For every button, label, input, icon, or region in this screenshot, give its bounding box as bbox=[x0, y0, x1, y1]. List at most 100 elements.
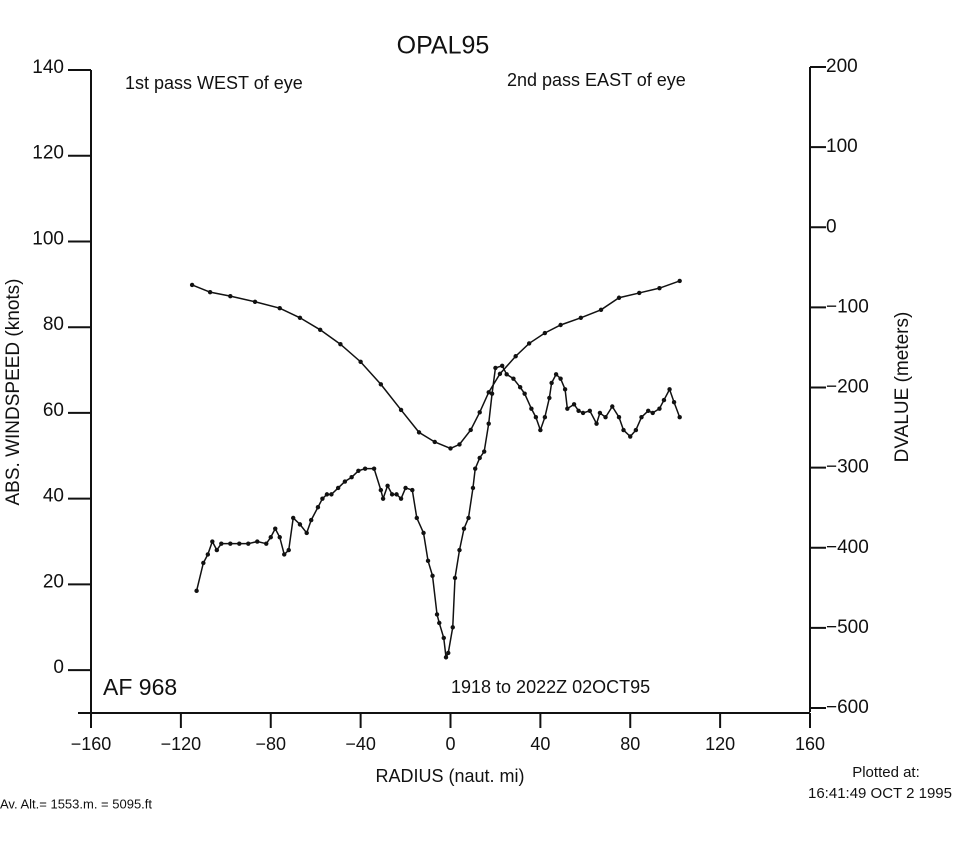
data-point bbox=[252, 299, 258, 304]
data-point bbox=[264, 541, 269, 546]
data-point bbox=[533, 415, 539, 420]
x-tick-label: 40 bbox=[530, 734, 550, 754]
x-tick-label: 80 bbox=[620, 734, 640, 754]
data-point bbox=[542, 330, 548, 336]
data-point bbox=[394, 492, 399, 497]
data-point bbox=[282, 552, 287, 557]
footer: Av. Alt.= 1553.m. = 5095.ft bbox=[0, 796, 152, 811]
chart-title: OPAL95 bbox=[397, 32, 490, 60]
data-point bbox=[517, 385, 523, 390]
data-point bbox=[650, 410, 655, 416]
data-point bbox=[457, 547, 462, 553]
y2-tick-label: 200 bbox=[826, 56, 858, 77]
data-point bbox=[448, 446, 453, 451]
data-point bbox=[228, 541, 233, 546]
data-point bbox=[329, 492, 334, 497]
data-point bbox=[677, 415, 682, 420]
x-tick-label: −160 bbox=[71, 734, 112, 754]
data-point bbox=[268, 535, 273, 540]
data-point bbox=[398, 407, 404, 413]
data-point bbox=[210, 539, 215, 544]
data-point bbox=[657, 406, 662, 411]
data-point bbox=[398, 496, 404, 501]
footer: 16:41:49 OCT 2 1995 bbox=[808, 785, 952, 802]
data-point bbox=[446, 650, 451, 656]
data-point bbox=[598, 307, 604, 312]
data-point bbox=[425, 558, 431, 564]
data-point bbox=[452, 575, 458, 581]
data-point bbox=[511, 376, 516, 381]
data-point bbox=[297, 315, 303, 320]
data-point bbox=[430, 573, 435, 579]
y-tick-label: 40 bbox=[43, 486, 64, 507]
data-point bbox=[628, 434, 633, 439]
data-point bbox=[657, 285, 662, 291]
y-tick-label: 100 bbox=[32, 228, 64, 249]
data-point bbox=[246, 541, 251, 546]
data-point bbox=[378, 487, 384, 493]
footer: Plotted at: bbox=[852, 764, 920, 781]
annotation: AF 968 bbox=[103, 674, 177, 700]
data-point bbox=[522, 391, 527, 396]
data-point bbox=[558, 376, 563, 381]
data-point bbox=[304, 530, 309, 536]
data-point bbox=[549, 380, 554, 386]
data-point bbox=[371, 466, 377, 471]
data-point bbox=[461, 526, 467, 531]
data-point bbox=[677, 278, 682, 284]
data-point bbox=[414, 515, 419, 521]
y-tick-label: 120 bbox=[32, 143, 64, 164]
data-point bbox=[542, 415, 548, 420]
annotation: 2nd pass EAST of eye bbox=[507, 70, 686, 90]
data-point bbox=[273, 526, 278, 531]
data-point bbox=[201, 560, 206, 566]
data-point bbox=[616, 295, 622, 300]
data-point bbox=[486, 421, 491, 426]
annotation: 1st pass WEST of eye bbox=[125, 73, 303, 93]
data-point bbox=[671, 400, 677, 405]
data-point bbox=[633, 427, 639, 433]
y2-tick-label: −500 bbox=[826, 617, 869, 638]
data-point bbox=[291, 515, 296, 521]
data-point bbox=[441, 635, 446, 641]
x-tick-label: 120 bbox=[705, 734, 735, 754]
y2-tick-label: −200 bbox=[826, 377, 869, 398]
data-point bbox=[324, 492, 330, 497]
y-tick-label: 0 bbox=[53, 657, 64, 678]
y2-tick-label: −400 bbox=[826, 537, 869, 558]
data-point bbox=[421, 530, 426, 536]
data-point bbox=[403, 485, 408, 491]
data-point bbox=[486, 390, 491, 395]
data-point bbox=[228, 293, 233, 299]
data-point bbox=[205, 552, 211, 557]
data-point bbox=[571, 402, 577, 407]
x-tick-label: −120 bbox=[161, 734, 202, 754]
data-point bbox=[621, 427, 626, 433]
data-point bbox=[380, 496, 386, 501]
data-point bbox=[194, 588, 199, 594]
data-point bbox=[576, 408, 581, 413]
data-point bbox=[342, 479, 348, 484]
y2-tick-label: −100 bbox=[826, 296, 869, 317]
data-point bbox=[477, 455, 482, 461]
data-line bbox=[191, 280, 680, 450]
data-point bbox=[646, 408, 651, 413]
data-point bbox=[207, 289, 213, 295]
data-point bbox=[482, 449, 487, 454]
data-point bbox=[529, 406, 534, 411]
y2-tick-label: −300 bbox=[826, 457, 869, 478]
data-point bbox=[358, 359, 363, 365]
data-point bbox=[468, 427, 473, 433]
data-point bbox=[443, 655, 449, 660]
x-tick-label: 160 bbox=[795, 734, 825, 754]
data-point bbox=[558, 322, 563, 328]
y-tick-label: 20 bbox=[43, 571, 64, 592]
data-point bbox=[457, 442, 462, 447]
data-point bbox=[473, 466, 478, 471]
y2-axis-label: DVALUE (meters) bbox=[892, 312, 913, 463]
data-point bbox=[308, 517, 314, 523]
data-point bbox=[597, 410, 603, 416]
y2-tick-label: −600 bbox=[826, 697, 869, 718]
annotation: 1918 to 2022Z 02OCT95 bbox=[451, 677, 650, 697]
